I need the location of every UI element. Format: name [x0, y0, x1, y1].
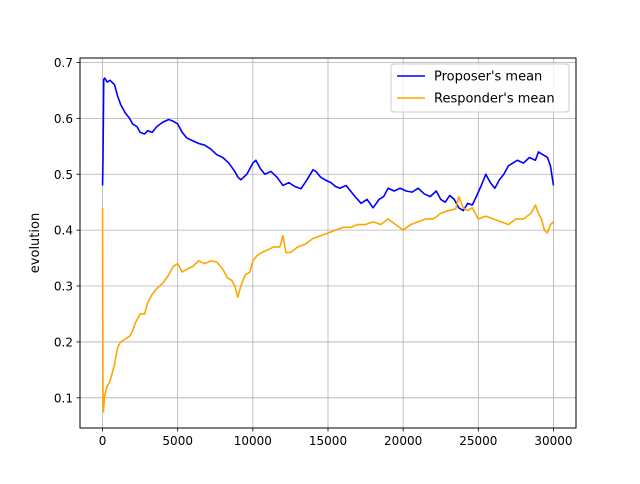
x-tick-label: 5000: [162, 434, 193, 448]
y-tick-label: 0.6: [54, 112, 73, 126]
x-tick-label: 30000: [534, 434, 572, 448]
series-line-responder-s-mean: [101, 195, 554, 413]
legend-label-proposer: Proposer's mean: [434, 70, 542, 85]
y-tick-label: 0.7: [54, 56, 73, 70]
x-axis: 0 5000 10000 15000 20000 25000 30000: [99, 428, 573, 448]
legend: Proposer's mean Responder's mean: [390, 63, 570, 113]
y-tick-label: 0.4: [54, 224, 73, 238]
legend-label-responder: Responder's mean: [434, 92, 555, 107]
legend-box: [390, 63, 570, 113]
x-tick-label: 0: [99, 434, 107, 448]
series-line-proposer-s-mean: [101, 77, 555, 212]
y-axis-label: evolution: [28, 213, 43, 273]
x-tick-label: 20000: [384, 434, 422, 448]
grid: [80, 58, 576, 428]
y-axis: 0.1 0.2 0.3 0.4 0.5 0.6 0.7: [54, 56, 80, 405]
y-tick-label: 0.3: [54, 280, 73, 294]
x-tick-label: 10000: [234, 434, 272, 448]
y-tick-label: 0.2: [54, 335, 73, 349]
y-tick-label: 0.1: [54, 391, 73, 405]
x-tick-label: 25000: [459, 434, 497, 448]
series-lines: [101, 77, 555, 413]
x-tick-label: 15000: [309, 434, 347, 448]
y-tick-label: 0.5: [54, 168, 73, 182]
